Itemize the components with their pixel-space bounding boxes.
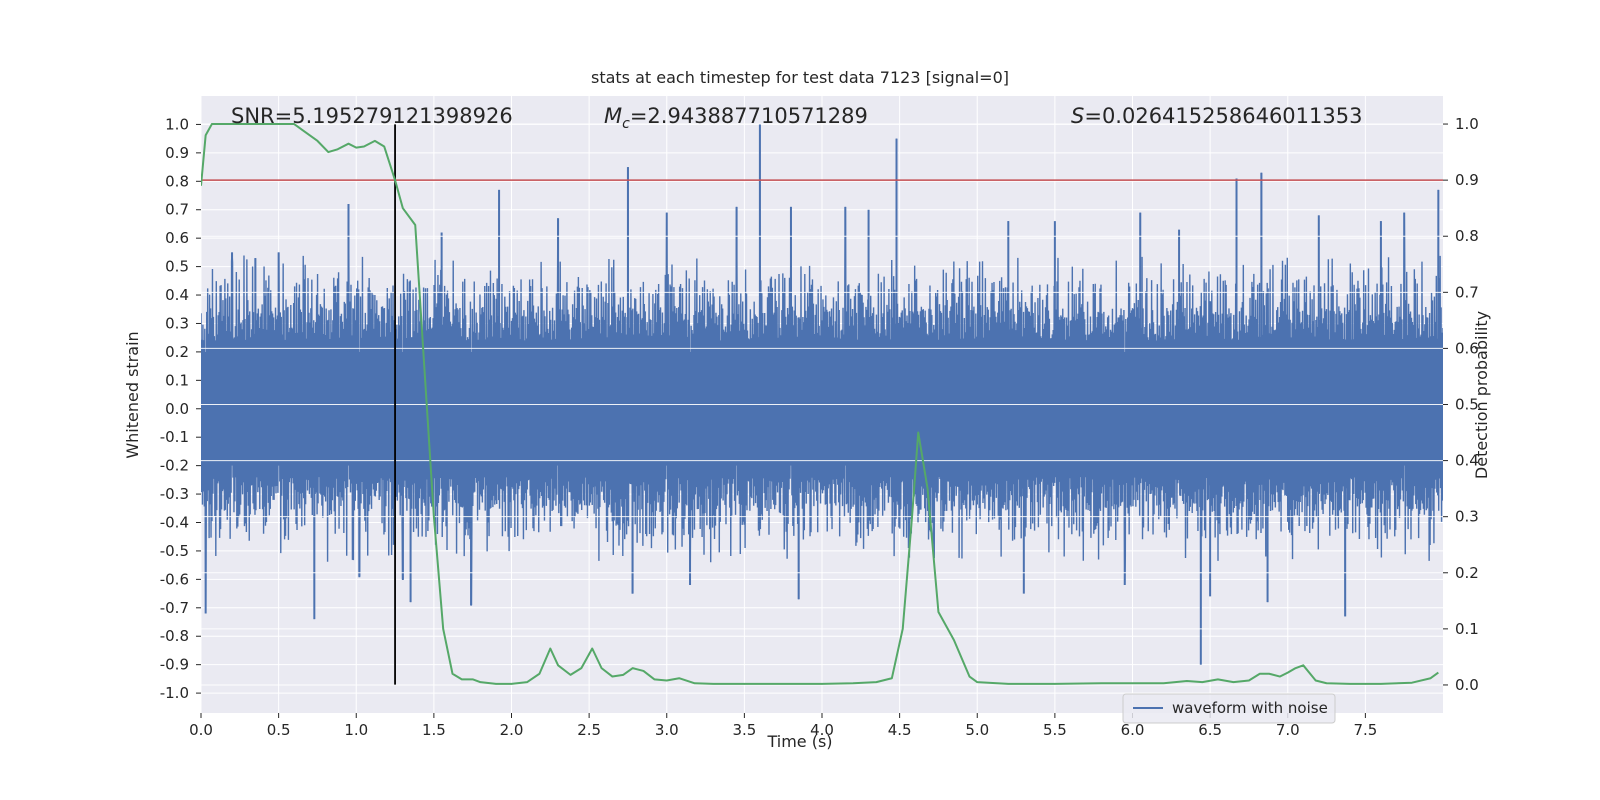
- y-tick-label: -0.4: [160, 513, 189, 531]
- x-tick-label: 0.5: [267, 721, 291, 739]
- y-tick-label: -0.1: [160, 428, 189, 446]
- s-annotation: S=0.026415258646011353: [1071, 104, 1362, 128]
- y-tick-label: -0.2: [160, 457, 189, 475]
- legend: waveform with noise: [1122, 693, 1336, 724]
- y-tick-label: -0.3: [160, 485, 189, 503]
- x-axis-label: Time (s): [766, 732, 832, 751]
- y-right-tick-label: 0.6: [1455, 339, 1479, 357]
- legend-box: [1122, 693, 1336, 724]
- x-tick-label: 5.0: [965, 721, 989, 739]
- y-right-tick-label: 0.7: [1455, 283, 1479, 301]
- detection-probability-series: [201, 123, 1439, 685]
- y-tick-label: -0.8: [160, 627, 189, 645]
- mc-annotation: Mc=2.943887710571289: [604, 104, 868, 132]
- x-tick-label: 7.0: [1276, 721, 1300, 739]
- y-tick-label: 0.7: [165, 201, 189, 219]
- mc-subscript: c: [622, 116, 630, 132]
- x-tick-label: 5.5: [1043, 721, 1067, 739]
- y-tick-label: 0.3: [165, 314, 189, 332]
- x-tick-label: 4.0: [810, 721, 834, 739]
- x-tick-label: 2.5: [577, 721, 601, 739]
- x-tick-label: 3.0: [655, 721, 679, 739]
- s-value: =0.026415258646011353: [1084, 104, 1362, 128]
- x-tick-label: 2.0: [500, 721, 524, 739]
- mc-symbol: M: [604, 104, 622, 128]
- s-symbol: S: [1071, 104, 1084, 128]
- snr-annotation: SNR=5.195279121398926: [231, 104, 513, 128]
- y-tick-label: -0.7: [160, 599, 189, 617]
- y-tick-label: 0.9: [165, 144, 189, 162]
- y-tick-label: -1.0: [160, 684, 189, 702]
- waveform-series: [201, 124, 1443, 665]
- mc-value: =2.943887710571289: [630, 104, 868, 128]
- x-tick-label: 6.0: [1121, 721, 1145, 739]
- y-tick-label: 0.6: [165, 229, 189, 247]
- y-right-tick-label: 0.5: [1455, 396, 1479, 414]
- x-tick-label: 1.5: [422, 721, 446, 739]
- x-tick-label: 7.5: [1353, 721, 1377, 739]
- y-tick-label: -0.9: [160, 656, 189, 674]
- y-right-tick-label: 0.9: [1455, 171, 1479, 189]
- y-right-tick-label: 0.4: [1455, 452, 1479, 470]
- x-tick-label: 0.0: [189, 721, 213, 739]
- waveform-dense-band: [201, 351, 1443, 466]
- x-tick-label: 1.0: [344, 721, 368, 739]
- y-right-tick-label: 1.0: [1455, 115, 1479, 133]
- y-right-tick-label: 0.8: [1455, 227, 1479, 245]
- detection-probability-line: [201, 123, 1439, 685]
- x-tick-label: 6.5: [1198, 721, 1222, 739]
- y-tick-label: -0.5: [160, 542, 189, 560]
- x-tick-label: 4.5: [888, 721, 912, 739]
- y-axis-right-label: Detection probability: [1472, 311, 1491, 479]
- y-tick-label: 0.1: [165, 371, 189, 389]
- y-tick-label: -0.6: [160, 570, 189, 588]
- y-axis-label: Whitened strain: [123, 331, 142, 458]
- legend-label: waveform with noise: [1172, 699, 1328, 717]
- y-right-tick-label: 0.0: [1455, 676, 1479, 694]
- chart-title: stats at each timestep for test data 712…: [591, 68, 1009, 87]
- y-tick-label: 0.0: [165, 400, 189, 418]
- y-tick-label: 0.5: [165, 258, 189, 276]
- y-right-tick-label: 0.1: [1455, 620, 1479, 638]
- y-right-tick-label: 0.2: [1455, 564, 1479, 582]
- y-tick-label: 1.0: [165, 115, 189, 133]
- y-tick-label: 0.2: [165, 343, 189, 361]
- y-tick-label: 0.8: [165, 172, 189, 190]
- y-tick-label: 0.4: [165, 286, 189, 304]
- x-tick-label: 3.5: [732, 721, 756, 739]
- y-right-tick-label: 0.3: [1455, 508, 1479, 526]
